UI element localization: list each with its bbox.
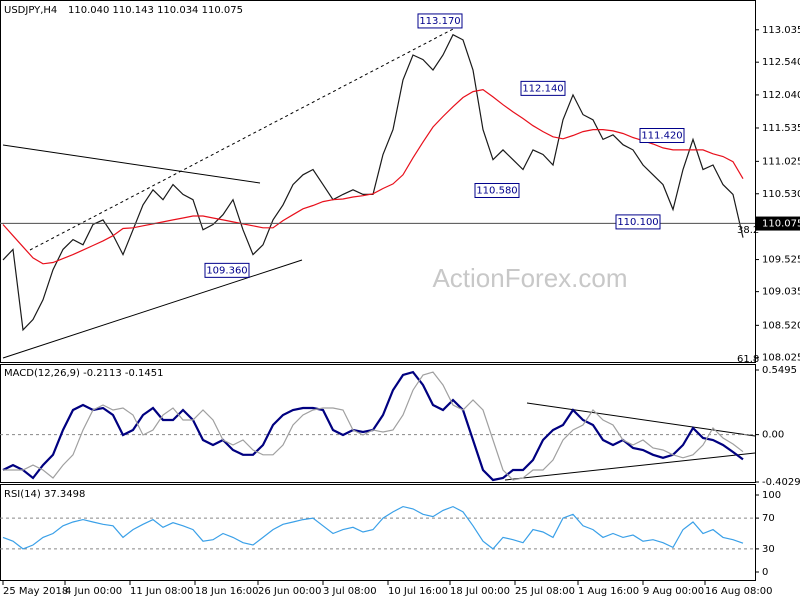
x-tick-label: 10 Jul 16:00	[388, 586, 448, 597]
series-line	[2, 505, 744, 550]
price-annotation: 112.140	[522, 83, 563, 94]
y-tick-label: 111.535	[762, 123, 800, 134]
x-tick-label: 9 Aug 00:00	[643, 586, 704, 597]
x-tick-label: 1 Aug 16:00	[578, 586, 639, 597]
price-annotation-box	[615, 214, 661, 230]
fib-label: 38.2	[737, 225, 759, 236]
macd-panel	[0, 364, 756, 483]
price-annotation: 113.170	[419, 16, 460, 27]
panel-title: USDJPY,H4	[4, 5, 57, 16]
panel-title: MACD(12,26,9) -0.2113 -0.1451	[4, 368, 164, 379]
y-tick-label: 0.5495	[762, 365, 797, 376]
x-tick-label: 26 Jun 00:00	[258, 586, 322, 597]
x-tick-label: 16 Aug 08:00	[705, 586, 772, 597]
trend-line	[2, 144, 261, 184]
trend-line	[504, 452, 756, 481]
series-line	[3, 371, 744, 481]
y-tick-label: 108.520	[762, 320, 800, 331]
price-annotation: 109.360	[206, 265, 247, 276]
x-tick-label: 11 Jun 08:00	[130, 586, 194, 597]
y-tick-label: 30	[762, 544, 775, 555]
fib-label: 61.8	[737, 354, 759, 365]
y-tick-label: 110.530	[762, 189, 800, 200]
price-annotation: 111.420	[641, 131, 682, 142]
y-tick-label: 112.540	[762, 57, 800, 68]
y-tick-label: 100	[762, 490, 781, 501]
price-annotation-box	[417, 13, 463, 29]
series-line	[2, 89, 744, 265]
y-tick-label: 109.035	[762, 287, 800, 298]
y-tick-label: 108.025	[762, 353, 800, 364]
price-annotation: 110.580	[476, 185, 517, 196]
price-annotation-box	[639, 128, 685, 144]
y-tick-label: 70	[762, 513, 775, 524]
trend-line	[526, 402, 756, 437]
x-tick-label: 18 Jul 00:00	[450, 586, 510, 597]
y-tick-label: 113.035	[762, 25, 800, 36]
x-tick-label: 25 Jul 08:00	[515, 586, 575, 597]
trend-line	[2, 259, 303, 359]
y-tick-label: 111.025	[762, 156, 800, 167]
watermark: ActionForex.com	[432, 263, 627, 293]
current-price-box	[756, 216, 800, 231]
y-tick-label: 112.040	[762, 90, 800, 101]
x-tick-label: 4 Jun 00:00	[65, 586, 122, 597]
y-tick-label: 0	[762, 567, 768, 578]
trend-line	[29, 27, 456, 251]
price-panel	[0, 0, 756, 363]
price-annotation-box	[520, 80, 566, 96]
panel-title: RSI(14) 37.3498	[4, 489, 85, 500]
current-price-label: 110.075	[762, 219, 800, 230]
y-tick-label: 109.525	[762, 255, 800, 266]
price-annotation: 110.100	[617, 217, 658, 228]
y-tick-label: 0.00	[762, 430, 784, 441]
price-annotation-box	[204, 262, 250, 278]
x-tick-label: 25 May 2018	[3, 586, 68, 597]
y-tick-label: -0.4029	[762, 477, 800, 488]
price-annotation-box	[474, 182, 520, 198]
rsi-panel	[0, 484, 756, 581]
x-tick-label: 18 Jun 16:00	[195, 586, 259, 597]
panel-subtitle: 110.040 110.143 110.034 110.075	[68, 5, 243, 16]
x-tick-label: 3 Jul 08:00	[323, 586, 377, 597]
